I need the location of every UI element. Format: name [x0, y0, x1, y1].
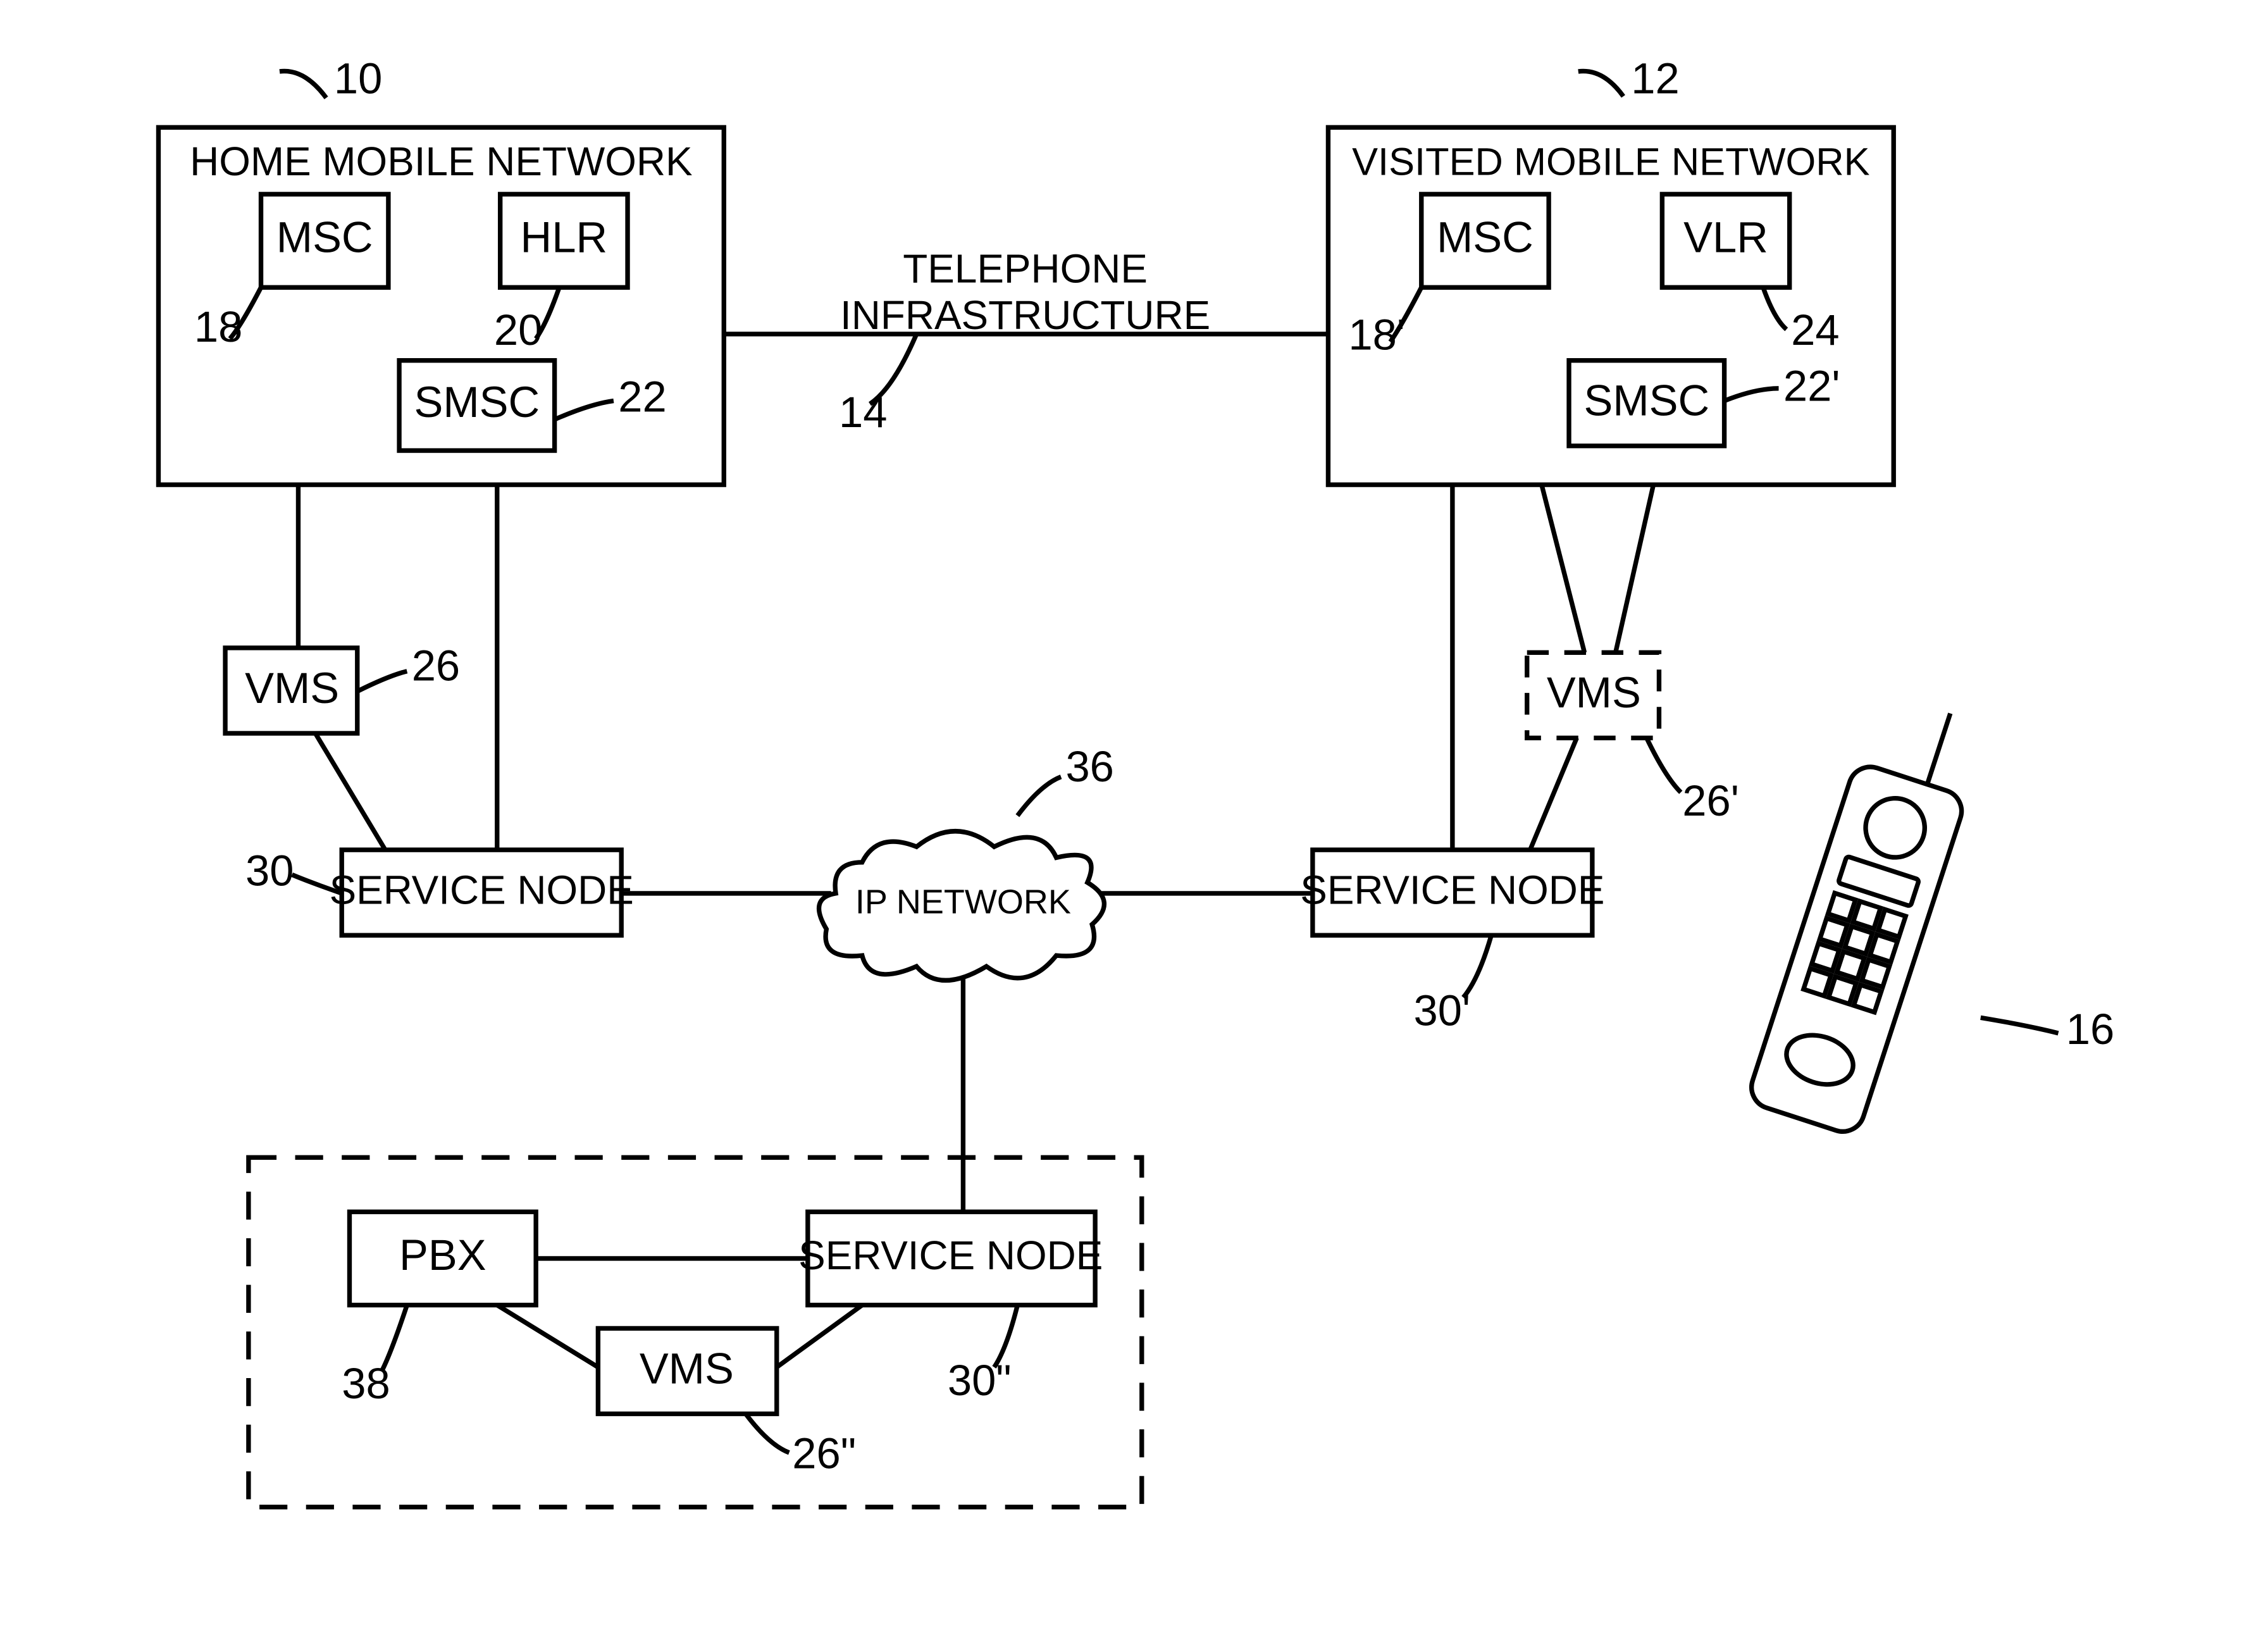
- ref-18p: 18': [1348, 310, 1405, 359]
- tel-infra-2: INFRASTRUCTURE: [840, 292, 1210, 338]
- ref-30: 30: [245, 847, 294, 895]
- ref-14: 14: [839, 388, 887, 437]
- pbx-label: PBX: [399, 1231, 486, 1279]
- ref-22p: 22': [1783, 362, 1840, 411]
- edge: [777, 1305, 862, 1367]
- ref-30p: 30': [1413, 986, 1470, 1035]
- ref-22: 22: [618, 373, 666, 421]
- msc2-label: MSC: [1437, 213, 1534, 262]
- edge: [1530, 738, 1577, 850]
- vlr-label: VLR: [1683, 213, 1768, 262]
- ref-18: 18: [194, 302, 242, 351]
- ref-12: 12: [1631, 54, 1679, 103]
- sn2-label: SERVICE NODE: [798, 1233, 1103, 1278]
- msc-label: MSC: [276, 213, 373, 262]
- leader-16: [1981, 1017, 2059, 1033]
- vmsp-label: VMS: [1547, 668, 1641, 717]
- ref-24: 24: [1791, 306, 1839, 354]
- leader-26: [357, 671, 407, 692]
- hlr-label: HLR: [521, 213, 608, 262]
- ref-38: 38: [342, 1359, 390, 1408]
- ref-20: 20: [494, 306, 542, 354]
- smsc2-label: SMSC: [1583, 376, 1709, 425]
- ref-30pp: 30": [948, 1356, 1012, 1405]
- leader-10: [280, 71, 326, 97]
- ip-label: IP NETWORK: [855, 883, 1071, 921]
- snp-label: SERVICE NODE: [1300, 867, 1604, 913]
- leader-36: [1017, 777, 1061, 816]
- edge: [315, 733, 385, 850]
- ref-26p: 26': [1682, 776, 1739, 825]
- smsc-label: SMSC: [414, 378, 540, 426]
- phone-icon: [1746, 690, 1990, 1137]
- ref-36: 36: [1065, 742, 1113, 791]
- vms-label: VMS: [245, 664, 339, 712]
- edge: [497, 1305, 598, 1367]
- ref-16: 16: [2066, 1005, 2114, 1053]
- leader-12: [1578, 71, 1623, 96]
- ref-10: 10: [334, 54, 382, 103]
- leader-26pp: [746, 1414, 790, 1452]
- diagram-canvas: HOME MOBILE NETWORK MSC HLR SMSC 10 18 2…: [0, 0, 2268, 1647]
- ref-26: 26: [412, 641, 460, 690]
- home-title: HOME MOBILE NETWORK: [190, 139, 692, 184]
- leader-26p: [1647, 738, 1681, 792]
- tel-infra-1: TELEPHONE: [903, 246, 1148, 292]
- sn-label: SERVICE NODE: [330, 867, 634, 913]
- visited-title: VISITED MOBILE NETWORK: [1352, 140, 1869, 183]
- ref-26pp: 26": [792, 1429, 856, 1477]
- vms2-label: VMS: [640, 1344, 734, 1393]
